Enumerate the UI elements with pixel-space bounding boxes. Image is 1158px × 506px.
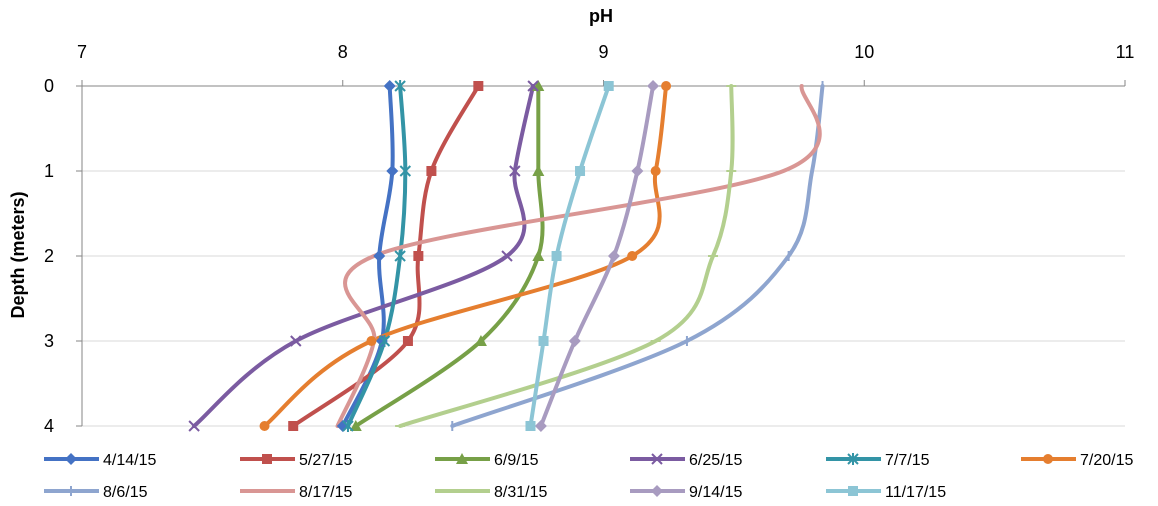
data-point xyxy=(366,336,377,346)
axes: 0 1 2 3 4 7 8 9 10 11 xyxy=(44,42,1134,436)
data-point xyxy=(473,81,484,91)
grid-lines xyxy=(82,170,1125,427)
data-point xyxy=(386,165,399,177)
legend-item: 11/17/15 xyxy=(826,484,946,501)
data-point xyxy=(603,81,614,91)
y-tick-label: 4 xyxy=(44,416,54,436)
data-point xyxy=(188,420,200,432)
series-markers xyxy=(188,80,824,432)
data-point xyxy=(383,80,396,92)
legend-label: 8/17/15 xyxy=(299,484,352,501)
x-tick-label: 11 xyxy=(1116,42,1135,62)
data-point xyxy=(399,165,412,177)
data-point xyxy=(627,251,638,261)
data-point xyxy=(402,336,413,346)
legend-marker xyxy=(651,453,663,465)
data-point xyxy=(378,335,391,347)
data-point xyxy=(426,166,437,176)
data-point xyxy=(509,165,521,177)
legend-label: 5/27/15 xyxy=(299,452,352,469)
data-point xyxy=(607,250,620,262)
x-axis-title: pH xyxy=(589,6,613,26)
data-point xyxy=(342,420,354,432)
y-tick-label: 3 xyxy=(44,331,54,351)
legend-label: 7/20/15 xyxy=(1080,452,1133,469)
data-point xyxy=(290,335,302,347)
series-line xyxy=(353,84,545,428)
legend-marker xyxy=(65,453,77,465)
y-tick-label: 2 xyxy=(44,246,54,266)
data-point xyxy=(413,251,424,261)
legend-label: 8/31/15 xyxy=(494,484,547,501)
legend-label: 7/7/15 xyxy=(885,452,930,469)
data-point xyxy=(259,421,270,431)
legend-marker xyxy=(847,453,859,465)
legend-item: 7/20/15 xyxy=(1021,452,1133,469)
legend-item: 5/27/15 xyxy=(240,452,352,469)
legend-item: 9/14/15 xyxy=(630,484,742,501)
data-point xyxy=(527,80,539,92)
legend-item: 6/9/15 xyxy=(435,452,539,469)
data-point xyxy=(631,165,644,177)
legend-label: 9/14/15 xyxy=(689,484,742,501)
legend-label: 4/14/15 xyxy=(103,452,156,469)
x-tick-label: 10 xyxy=(854,42,874,62)
data-point xyxy=(394,80,406,92)
legend-marker xyxy=(262,454,272,464)
legend-label: 6/25/15 xyxy=(689,452,742,469)
legend-item: 8/6/15 xyxy=(44,484,148,501)
data-point xyxy=(525,421,536,431)
data-point xyxy=(661,81,672,91)
data-point xyxy=(532,165,545,176)
legend-label: 6/9/15 xyxy=(494,452,539,469)
legend-item: 7/7/15 xyxy=(826,452,930,469)
data-point xyxy=(647,80,660,92)
y-axis-title: Depth (meters) xyxy=(8,191,28,318)
x-tick-label: 9 xyxy=(598,42,608,62)
legend: 4/14/15 5/27/15 6/9/15 6/25/15 7/7/15 7/20/15… xyxy=(44,452,1133,501)
legend-marker xyxy=(1043,454,1053,464)
data-point xyxy=(538,336,549,346)
data-point xyxy=(474,335,487,346)
series-line xyxy=(450,84,825,428)
data-point xyxy=(349,420,362,431)
legend-marker xyxy=(848,486,858,496)
legend-item: 8/17/15 xyxy=(240,484,352,501)
legend-label: 8/6/15 xyxy=(103,484,148,501)
legend-marker xyxy=(651,485,663,497)
legend-marker xyxy=(456,453,468,464)
data-point xyxy=(394,250,406,262)
series-line xyxy=(262,84,669,428)
data-point xyxy=(288,421,299,431)
y-tick-label: 1 xyxy=(44,161,54,181)
data-point xyxy=(534,420,547,432)
data-point xyxy=(532,250,545,261)
data-point xyxy=(575,166,586,176)
legend-item: 4/14/15 xyxy=(44,452,156,469)
data-point xyxy=(373,250,386,262)
data-point xyxy=(501,250,513,262)
series-line xyxy=(192,84,536,428)
data-point xyxy=(551,251,562,261)
legend-label: 11/17/15 xyxy=(885,484,946,501)
x-tick-label: 8 xyxy=(338,42,348,62)
legend-item: 8/31/15 xyxy=(435,484,547,501)
data-point xyxy=(650,166,661,176)
legend-item: 6/25/15 xyxy=(630,452,742,469)
y-tick-label: 0 xyxy=(44,76,54,96)
x-tick-label: 7 xyxy=(77,42,87,62)
data-point xyxy=(568,335,581,347)
series-line xyxy=(398,84,735,428)
